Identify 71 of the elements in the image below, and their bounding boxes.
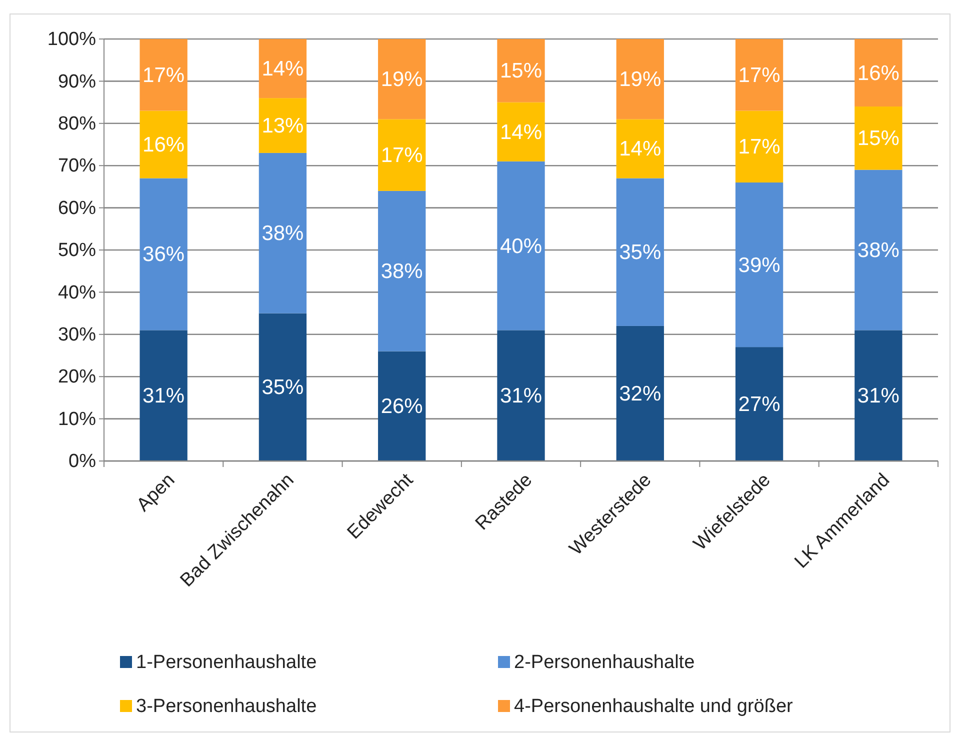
bar (854, 170, 902, 330)
y-tick-label: 0% (68, 451, 96, 472)
bar (497, 330, 545, 461)
data-label: 32% (619, 382, 662, 406)
data-label: 31% (500, 384, 542, 408)
data-label: 15% (857, 127, 900, 150)
bar (258, 39, 307, 98)
data-label: 17% (142, 64, 185, 87)
bar (854, 39, 902, 107)
bar (854, 330, 902, 461)
bar (616, 178, 664, 326)
bar (497, 39, 545, 102)
y-tick-label: 50% (58, 240, 96, 262)
data-label: 36% (142, 243, 185, 266)
legend-label: 1-Personenhaushalte (136, 652, 317, 673)
bar (616, 39, 664, 120)
y-tick-label: 10% (58, 408, 96, 430)
data-label: 39% (738, 254, 780, 277)
bar (616, 326, 664, 461)
y-tick-label: 20% (58, 366, 96, 388)
y-tick-label: 100% (47, 29, 96, 50)
bar (735, 347, 784, 461)
bar (258, 152, 307, 314)
data-label: 19% (619, 68, 662, 92)
bar (735, 110, 784, 182)
data-label: 14% (500, 120, 542, 144)
data-label: 17% (738, 136, 780, 159)
data-label: 38% (262, 222, 304, 246)
data-label: 14% (619, 138, 662, 161)
bar (258, 98, 307, 153)
y-tick-label: 90% (58, 71, 96, 92)
data-label: 31% (142, 384, 185, 408)
legend-label: 3-Personenhaushalte (136, 696, 317, 717)
data-label: 15% (500, 60, 542, 83)
bar (140, 39, 188, 111)
bar (140, 110, 188, 178)
data-label: 14% (262, 58, 304, 81)
legend-label: 2-Personenhaushalte (514, 652, 695, 673)
bar (497, 102, 545, 162)
data-label: 17% (380, 144, 423, 168)
y-tick-label: 80% (58, 113, 96, 134)
bar (735, 39, 784, 111)
bar (854, 106, 902, 170)
data-label: 19% (380, 68, 423, 92)
bar (140, 330, 188, 461)
bar (378, 351, 426, 461)
data-label: 40% (500, 234, 542, 258)
y-tick-label: 40% (58, 282, 96, 304)
bar (378, 119, 426, 191)
data-label: 27% (738, 393, 780, 416)
data-label: 26% (380, 395, 423, 418)
legend-label: 4-Personenhaushalte und größer (514, 696, 794, 717)
bar (258, 313, 307, 461)
bar (140, 178, 188, 330)
data-label: 16% (142, 134, 185, 156)
bar (735, 182, 784, 348)
data-label: 38% (380, 260, 423, 284)
bar (378, 39, 426, 120)
data-label: 17% (738, 64, 780, 87)
data-label: 13% (262, 114, 304, 138)
bar (616, 119, 664, 178)
data-label: 35% (619, 241, 662, 264)
y-tick-label: 70% (58, 156, 96, 177)
data-label: 16% (857, 62, 900, 85)
y-tick-label: 60% (58, 198, 96, 219)
y-tick-label: 30% (58, 324, 96, 346)
data-label: 38% (857, 239, 900, 262)
bar (378, 190, 426, 352)
bar (497, 161, 545, 330)
data-label: 35% (262, 376, 304, 400)
data-label: 31% (857, 384, 900, 408)
